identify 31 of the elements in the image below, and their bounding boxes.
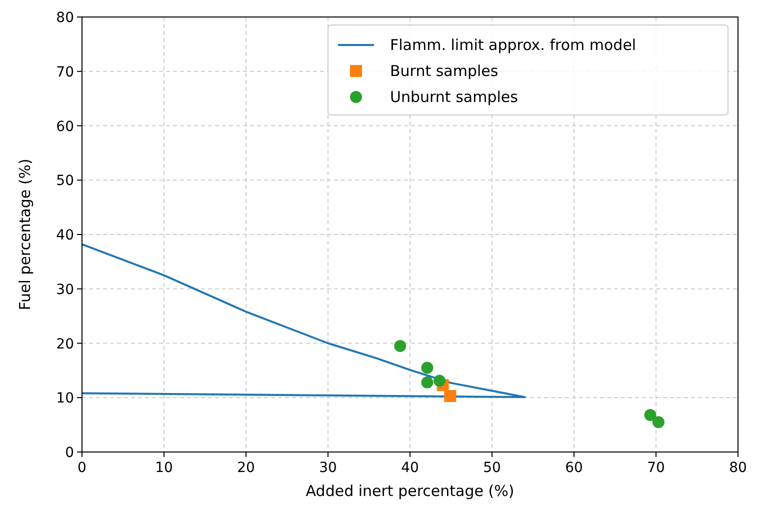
point [421, 362, 434, 374]
x-tick-label: 80 [729, 460, 747, 476]
x-tick-label: 30 [319, 460, 337, 476]
x-tick-label: 60 [565, 460, 583, 476]
legend-label: Burnt samples [390, 62, 498, 80]
y-tick-label: 20 [56, 336, 74, 352]
point [444, 390, 456, 402]
point [434, 374, 446, 387]
point [644, 409, 656, 422]
legend-label: Unburnt samples [390, 88, 518, 106]
legend-label: Flamm. limit approx. from model [390, 36, 636, 54]
y-tick-label: 30 [56, 282, 74, 298]
y-tick-label: 80 [56, 10, 74, 26]
y-tick-label: 50 [56, 173, 74, 190]
point [394, 340, 406, 352]
x-tick-label: 40 [401, 460, 419, 476]
x-tick-label: 50 [483, 460, 501, 476]
x-tick-label: 20 [237, 460, 255, 476]
y-tick-label: 0 [65, 445, 74, 461]
y-tick-label: 70 [56, 64, 74, 80]
y-tick-label: 60 [56, 118, 74, 135]
x-tick-label: 0 [78, 460, 86, 476]
line-series [81, 243, 526, 398]
point [421, 376, 434, 388]
x-axis-title: Added inert percentage (%) [306, 482, 514, 500]
y-tick-label: 10 [56, 390, 74, 407]
y-axis-title: Fuel percentage (%) [16, 158, 34, 310]
x-tick-label: 10 [155, 460, 173, 476]
point [652, 416, 664, 428]
x-tick-label: 70 [647, 460, 665, 476]
y-tick-label: 40 [56, 228, 74, 244]
